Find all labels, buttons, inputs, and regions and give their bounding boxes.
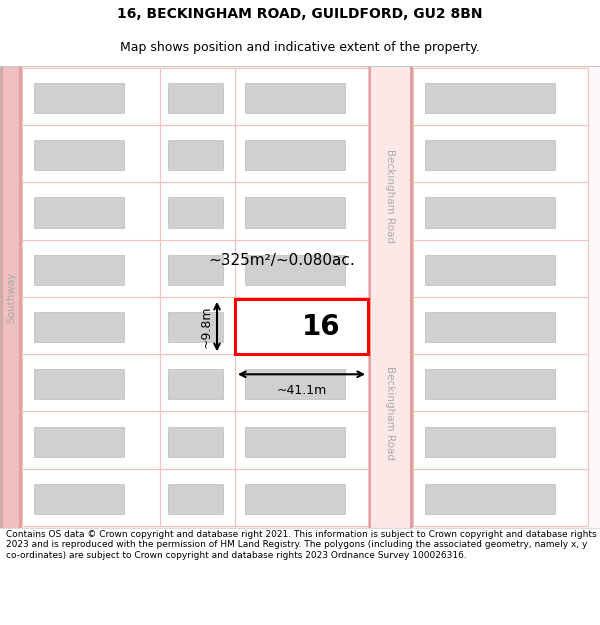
Bar [34, 82, 124, 113]
Bar [34, 198, 124, 228]
Bar [235, 354, 368, 411]
Bar [425, 198, 555, 228]
Text: Beckingham Road: Beckingham Road [385, 149, 395, 243]
Bar [22, 239, 160, 297]
Bar [425, 312, 555, 342]
Bar [168, 82, 223, 113]
Text: ~9.8m: ~9.8m [200, 305, 213, 348]
Bar [34, 140, 124, 170]
Bar [413, 411, 588, 469]
Bar [245, 198, 345, 228]
Bar [235, 125, 368, 182]
Bar [22, 182, 160, 239]
Bar [413, 469, 588, 526]
Bar [34, 254, 124, 285]
Bar [168, 312, 223, 342]
Bar [168, 369, 223, 399]
Bar [168, 254, 223, 285]
Bar [425, 484, 555, 514]
Text: Contains OS data © Crown copyright and database right 2021. This information is : Contains OS data © Crown copyright and d… [6, 530, 596, 560]
Bar [410, 66, 413, 528]
Bar [160, 354, 235, 411]
Bar [235, 239, 368, 297]
Text: Southway: Southway [6, 271, 16, 322]
Text: ~325m²/~0.080ac.: ~325m²/~0.080ac. [208, 253, 355, 268]
Bar [168, 484, 223, 514]
Bar [245, 254, 345, 285]
Bar [245, 427, 345, 457]
Bar [22, 469, 160, 526]
Bar [245, 484, 345, 514]
Bar [413, 125, 588, 182]
Bar [425, 82, 555, 113]
Polygon shape [0, 66, 22, 528]
Bar [22, 411, 160, 469]
Bar [22, 66, 362, 528]
Bar [160, 469, 235, 526]
Text: Map shows position and indicative extent of the property.: Map shows position and indicative extent… [120, 41, 480, 54]
Bar [368, 66, 371, 528]
Bar [160, 411, 235, 469]
Bar [235, 182, 368, 239]
Bar [34, 369, 124, 399]
Bar [235, 469, 368, 526]
Bar [235, 68, 368, 125]
Bar [245, 369, 345, 399]
Bar [368, 66, 413, 528]
Bar [425, 427, 555, 457]
Bar [235, 411, 368, 469]
Bar [22, 68, 160, 125]
Bar [245, 140, 345, 170]
Bar [22, 297, 160, 354]
Bar [160, 68, 235, 125]
Bar [425, 140, 555, 170]
Bar [413, 239, 588, 297]
Polygon shape [19, 66, 22, 528]
Bar [413, 68, 588, 125]
Bar [413, 297, 588, 354]
Bar [168, 140, 223, 170]
Bar [160, 239, 235, 297]
Text: 16: 16 [302, 312, 341, 341]
Text: ~41.1m: ~41.1m [277, 384, 326, 398]
Text: 16, BECKINGHAM ROAD, GUILDFORD, GU2 8BN: 16, BECKINGHAM ROAD, GUILDFORD, GU2 8BN [117, 8, 483, 21]
Bar [34, 484, 124, 514]
Bar [160, 297, 235, 354]
Bar [168, 198, 223, 228]
Bar [425, 254, 555, 285]
Bar [160, 125, 235, 182]
Polygon shape [0, 66, 3, 528]
Bar [425, 369, 555, 399]
Bar [22, 125, 160, 182]
Bar [168, 427, 223, 457]
Bar [22, 354, 160, 411]
Text: Beckingham Road: Beckingham Road [385, 366, 395, 459]
Bar [245, 82, 345, 113]
Bar [34, 312, 124, 342]
Bar [413, 354, 588, 411]
Bar [34, 427, 124, 457]
Bar [413, 182, 588, 239]
Bar [413, 66, 600, 528]
Bar [235, 299, 368, 354]
Bar [160, 182, 235, 239]
